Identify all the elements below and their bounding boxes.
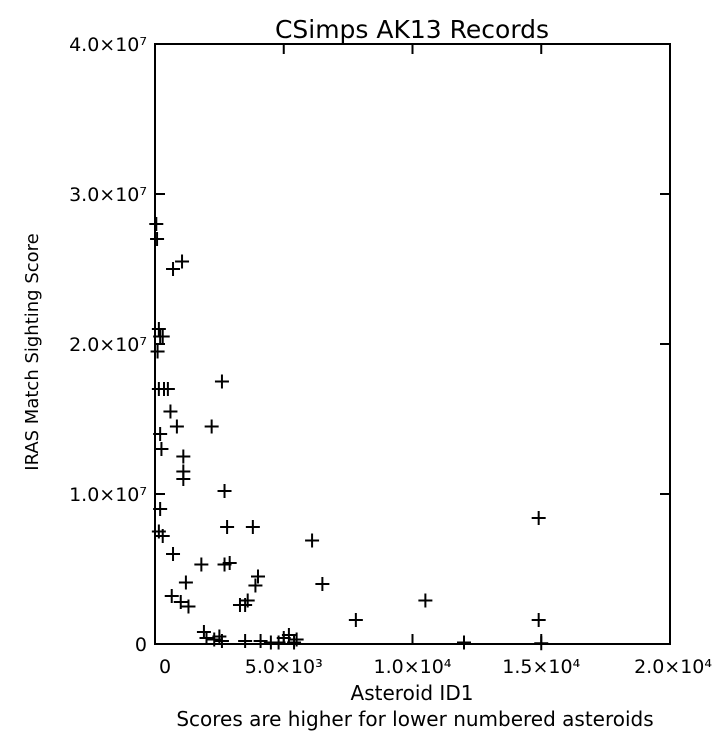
data-point <box>534 636 549 651</box>
data-point <box>289 632 304 647</box>
data-point <box>166 262 181 276</box>
y-tick-label: 4.0×10⁷ <box>69 34 147 56</box>
y-axis-label: IRAS Match Sighting Score <box>22 233 43 470</box>
data-points <box>149 217 549 651</box>
data-point <box>531 511 546 525</box>
data-point <box>164 589 179 603</box>
data-point <box>457 635 471 650</box>
plot-area <box>154 43 671 645</box>
data-point <box>315 577 330 591</box>
data-point <box>281 628 296 642</box>
data-point <box>196 625 211 639</box>
data-point <box>240 593 255 608</box>
x-tick-label: 1.5×10⁴ <box>502 656 580 678</box>
data-point <box>176 449 191 464</box>
data-point <box>176 472 191 486</box>
data-point <box>245 520 260 534</box>
data-point <box>214 634 229 648</box>
y-tick-label: 1.0×10⁷ <box>69 484 147 506</box>
data-point <box>166 547 181 561</box>
y-axis: 0 1.0×10⁷ 2.0×10⁷ 3.0×10⁷ 4.0×10⁷ <box>69 34 670 656</box>
data-point <box>238 634 253 648</box>
data-point <box>204 419 219 434</box>
data-point <box>251 569 265 584</box>
y-tick-label: 0 <box>135 634 147 656</box>
data-point <box>151 322 166 336</box>
data-point <box>348 613 363 627</box>
data-point <box>287 635 302 650</box>
data-point <box>217 484 232 498</box>
data-point <box>418 593 433 608</box>
data-point <box>150 232 165 246</box>
x-tick-label: 5.0×10³ <box>245 656 323 678</box>
data-point <box>153 502 168 516</box>
data-point <box>199 631 214 645</box>
data-point <box>154 442 169 456</box>
y-tick-label: 3.0×10⁷ <box>69 184 147 206</box>
data-point <box>194 557 209 572</box>
data-point <box>214 374 229 389</box>
data-point <box>150 344 165 359</box>
data-point <box>169 419 184 434</box>
data-point <box>175 254 190 269</box>
data-point <box>178 575 193 590</box>
x-axis: 0 5.0×10³ 1.0×10⁴ 1.5×10⁴ 2.0×10⁴ <box>154 44 712 678</box>
x-tick-label: 0 <box>159 656 171 678</box>
data-point <box>155 529 170 543</box>
data-point <box>153 427 168 441</box>
x-tick-label: 2.0×10⁴ <box>634 656 712 678</box>
plot-frame <box>154 43 671 645</box>
data-point <box>253 634 268 648</box>
chart-caption: Scores are higher for lower numbered ast… <box>176 707 653 731</box>
x-tick-label: 1.0×10⁴ <box>374 656 452 678</box>
data-point <box>305 533 320 548</box>
data-point <box>173 595 188 609</box>
y-tick-label: 2.0×10⁷ <box>69 334 147 356</box>
data-point <box>248 578 263 593</box>
data-point <box>181 599 196 614</box>
data-point <box>160 382 175 396</box>
x-axis-label: Asteroid ID1 <box>351 681 474 705</box>
data-point <box>222 556 237 570</box>
data-point <box>531 613 546 627</box>
data-point <box>149 217 164 231</box>
data-point <box>220 520 235 534</box>
chart-title: CSimps AK13 Records <box>275 15 549 44</box>
data-point <box>155 329 170 344</box>
data-point <box>163 404 178 419</box>
